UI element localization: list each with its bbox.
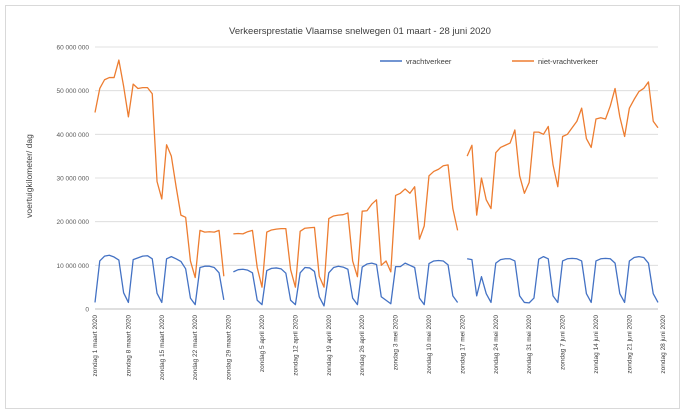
y-axis-label: voertuigkilometer/ dag bbox=[24, 134, 34, 218]
x-tick-label: zondag 22 maart 2020 bbox=[192, 315, 199, 380]
x-tick-label: zondag 14 juni 2020 bbox=[593, 315, 600, 374]
y-tick-label: 40 000 000 bbox=[56, 132, 89, 139]
y-tick-label: 30 000 000 bbox=[56, 176, 89, 183]
chart-title: Verkeersprestatie Vlaamse snelwegen 01 m… bbox=[229, 26, 491, 37]
y-tick-label: 10 000 000 bbox=[56, 263, 89, 270]
x-tick-label: zondag 8 maart 2020 bbox=[125, 315, 132, 377]
y-tick-label: 50 000 000 bbox=[56, 88, 89, 95]
x-axis-tick-labels: zondag 1 maart 2020 zondag 8 maart 2020 zo… bbox=[92, 315, 667, 380]
x-tick-label: zondag 28 juni 2020 bbox=[660, 315, 667, 374]
x-tick-label: zondag 24 mei 2020 bbox=[493, 315, 500, 374]
x-tick-label: zondag 26 april 2020 bbox=[359, 315, 366, 376]
series-line-vrachtverkeer bbox=[94, 254, 659, 307]
chart-frame bbox=[5, 5, 680, 409]
x-tick-label: zondag 7 juni 2020 bbox=[560, 315, 567, 370]
x-tick-label: zondag 31 mei 2020 bbox=[526, 315, 533, 374]
x-tick-label: zondag 17 mei 2020 bbox=[459, 315, 466, 374]
x-tick-label: zondag 29 maart 2020 bbox=[226, 315, 233, 380]
grid-lines bbox=[95, 46, 658, 266]
x-tick-label: zondag 10 mei 2020 bbox=[426, 315, 433, 374]
legend-label: vrachtverkeer bbox=[406, 57, 452, 66]
x-tick-label: zondag 1 maart 2020 bbox=[92, 315, 99, 377]
x-tick-label: zondag 19 april 2020 bbox=[326, 315, 333, 376]
x-tick-label: zondag 21 juni 2020 bbox=[626, 315, 633, 374]
series-line-niet-vrachtverkeer bbox=[94, 59, 659, 288]
x-tick-label: zondag 15 maart 2020 bbox=[159, 315, 166, 380]
y-tick-label: 20 000 000 bbox=[56, 219, 89, 226]
x-tick-label: zondag 12 april 2020 bbox=[292, 315, 299, 376]
series-lines bbox=[94, 59, 659, 307]
y-tick-label: 60 000 000 bbox=[56, 45, 89, 52]
y-tick-label: 0 bbox=[85, 307, 89, 314]
x-tick-label: zondag 5 april 2020 bbox=[259, 315, 266, 372]
legend: vrachtverkeer niet-vrachtverkeer bbox=[380, 57, 599, 66]
y-axis-tick-labels: 0 10 000 000 20 000 000 30 000 000 40 000 00… bbox=[56, 45, 89, 314]
legend-label: niet-vrachtverkeer bbox=[538, 57, 599, 66]
x-tick-label: zondag 3 mei 2020 bbox=[393, 315, 400, 371]
